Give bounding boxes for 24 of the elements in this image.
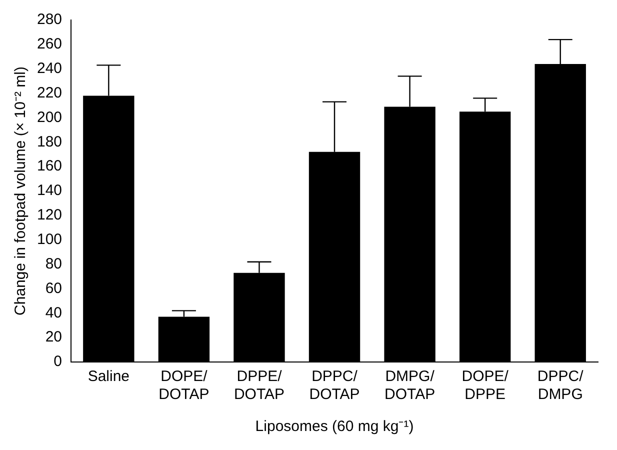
y-tick-label: 0 — [54, 353, 62, 370]
x-tick-label: DOPE/DOTAP — [158, 368, 210, 404]
y-tick-label: 280 — [36, 11, 62, 28]
y-tick-label: 80 — [45, 255, 62, 272]
x-tick-label: DOPE/DPPE — [462, 368, 510, 404]
x-tick-label: DMPG/DOTAP — [384, 368, 436, 404]
y-tick-label: 60 — [45, 280, 62, 297]
y-tick-label: 220 — [36, 84, 62, 102]
y-tick-label: 200 — [36, 108, 62, 126]
x-tick-label: DPPC/DOTAP — [309, 368, 360, 404]
y-tick-label: 260 — [36, 36, 62, 53]
y-tick-label: 240 — [36, 60, 62, 77]
y-tick-label: 120 — [36, 206, 62, 224]
y-tick-label: 100 — [36, 231, 62, 248]
x-axis-title: Liposomes (60 mg kg⁻¹) — [255, 418, 414, 436]
y-tick-label: 180 — [36, 133, 62, 150]
x-tick-label: Saline — [88, 368, 130, 386]
x-tick-label: DPPC/DMPG — [537, 368, 584, 404]
y-tick-label: 160 — [36, 158, 62, 175]
y-tick-label: 40 — [45, 304, 62, 322]
y-tick-label: 20 — [45, 328, 62, 346]
y-tick-label: 140 — [36, 182, 62, 200]
x-tick-label: DPPE/DOTAP — [234, 368, 285, 404]
y-axis-title: Change in footpad volume (× 10⁻² ml) — [12, 66, 30, 316]
